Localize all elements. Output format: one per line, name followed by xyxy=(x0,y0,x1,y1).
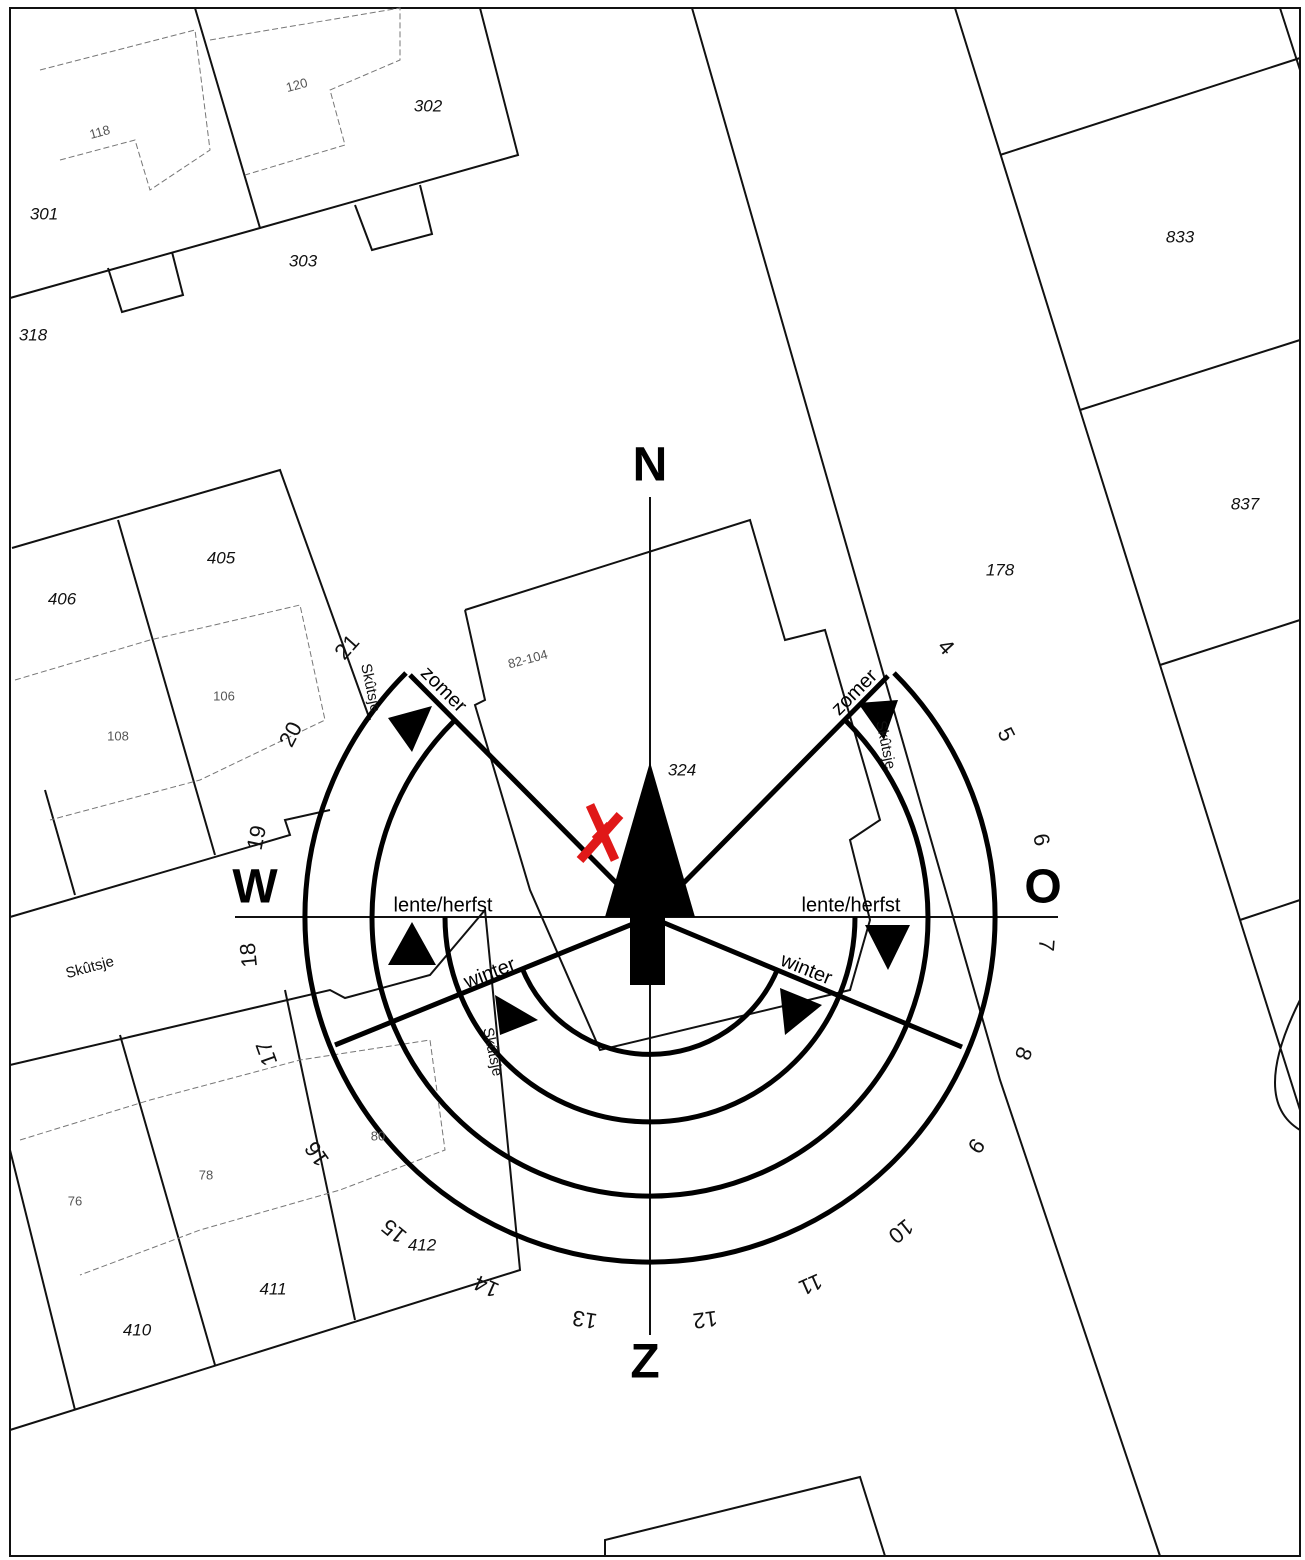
parcel-number: 410 xyxy=(123,1320,152,1339)
parcel-number: 302 xyxy=(414,96,443,115)
sun-diagram xyxy=(235,497,1058,1335)
parcel-number: 118 xyxy=(88,122,112,142)
parcel-number: 80 xyxy=(371,1128,385,1143)
hour-label: 5 xyxy=(993,723,1021,745)
labels: N O Z W zomer zomer lente/herfst lente/h… xyxy=(19,75,1260,1389)
parcel-number: 405 xyxy=(207,548,236,567)
parcel-number: 120 xyxy=(284,75,309,95)
parcel-number: 301 xyxy=(30,204,58,223)
hour-label: 17 xyxy=(251,1038,283,1069)
hour-label: 14 xyxy=(470,1270,503,1303)
hour-label: 20 xyxy=(274,718,307,751)
hour-label: 21 xyxy=(329,629,364,664)
parcel-number: 411 xyxy=(259,1279,286,1298)
parcel-number: 833 xyxy=(1166,227,1195,246)
hour-label: 6 xyxy=(1028,831,1055,848)
map: N O Z W zomer zomer lente/herfst lente/h… xyxy=(0,0,1305,1560)
parcel-number: 412 xyxy=(408,1235,437,1254)
parcel-number: 78 xyxy=(199,1167,213,1182)
compass-south: Z xyxy=(630,1336,659,1389)
hour-label: 10 xyxy=(884,1214,919,1249)
hour-label: 12 xyxy=(691,1306,719,1334)
season-label: lente/herfst xyxy=(394,894,493,916)
parcel-number: 318 xyxy=(19,325,48,344)
hour-label: 7 xyxy=(1034,938,1060,952)
street-name: Skûtsje xyxy=(872,719,899,771)
hour-label: 11 xyxy=(795,1269,826,1301)
parcel-number: 82-104 xyxy=(506,646,549,671)
hour-label: 15 xyxy=(377,1214,412,1249)
hour-label: 16 xyxy=(299,1137,334,1171)
hour-label: 9 xyxy=(963,1134,991,1158)
hour-label: 19 xyxy=(242,823,271,852)
hour-label: 8 xyxy=(1010,1044,1038,1064)
street-name: Skûtsje xyxy=(357,662,384,714)
parcel-number: 76 xyxy=(68,1193,82,1208)
parcel-number: 303 xyxy=(289,251,318,270)
hour-label: 18 xyxy=(235,942,262,969)
compass-east: O xyxy=(1024,861,1061,914)
parcel-number: 178 xyxy=(986,560,1015,579)
parcel-number: 324 xyxy=(668,760,696,779)
street-name: Skûtsje xyxy=(64,953,116,982)
parcel-number: 406 xyxy=(48,589,77,608)
compass-west: W xyxy=(232,861,278,914)
parcel-number: 837 xyxy=(1231,494,1260,513)
parcel-number: 106 xyxy=(213,688,235,703)
hour-label: 4 xyxy=(933,634,960,660)
hour-label: 13 xyxy=(571,1305,599,1334)
parcel-number: 108 xyxy=(107,728,129,743)
season-label: lente/herfst xyxy=(802,894,901,916)
compass-north: N xyxy=(633,439,668,492)
